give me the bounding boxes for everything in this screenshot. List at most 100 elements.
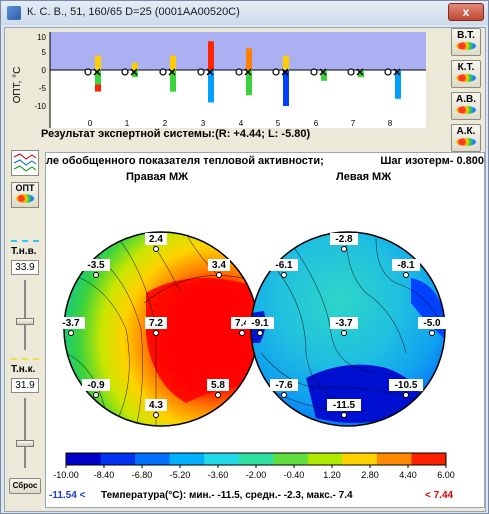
- kt-label: К.Т.: [457, 62, 475, 73]
- scale-swatch: [307, 453, 343, 465]
- vt-button[interactable]: В.Т.: [451, 28, 481, 56]
- right-point-marker: [215, 392, 221, 398]
- x-tick-label: 6: [314, 119, 319, 128]
- map-header: ле обобщенного показателя тепловой актив…: [46, 155, 484, 167]
- right-point-label-bg: [145, 233, 167, 245]
- right-point-label: -0.9: [87, 380, 105, 391]
- scale-swatch: [273, 453, 309, 465]
- right-point-label: 7.4: [235, 318, 249, 329]
- left-point-label: -10.5: [395, 380, 418, 391]
- marker-cross: [319, 68, 327, 76]
- scale-tick-label: -10.00: [53, 470, 79, 480]
- client-area: 10 5 0 -5 -10 0 1 2 3 4 5 6 7 8 ОПТ, °С В.Т. К.Т. А.…: [4, 27, 486, 512]
- thermal-map-panel: ле обобщенного показателя тепловой актив…: [45, 152, 485, 508]
- vt-label: В.Т.: [457, 30, 475, 41]
- scale-swatch: [238, 453, 274, 465]
- scale-tick-label: -5.20: [170, 470, 191, 480]
- scale-swatch: [66, 453, 102, 465]
- marker-circle: [159, 68, 167, 76]
- scale-swatch: [100, 453, 136, 465]
- bar: [95, 55, 101, 70]
- y-tick-labels: 10 5 0 -5 -10: [34, 33, 46, 111]
- isotherm-step: Шаг изотерм- 0.800: [380, 155, 484, 167]
- opt-label: ОПТ: [15, 183, 35, 193]
- x-tick-label: 7: [351, 119, 356, 128]
- x-tick-label: 3: [201, 119, 206, 128]
- thermal-maps: 2.4-3.5 3.4-3.7 7.2 7.4-0.9 5.84.3 -2.8-6.1-…: [53, 231, 455, 480]
- tnv-slider-thumb[interactable]: [16, 318, 34, 325]
- tnk-color-marker: [11, 358, 39, 360]
- left-point-label-bg: [330, 233, 358, 245]
- max-threshold: < 7.44: [425, 490, 454, 501]
- bar: [246, 48, 252, 70]
- scale-swatch: [376, 453, 412, 465]
- scale-swatch: [411, 453, 447, 465]
- left-panel: ОПТ Т.н.в. 33.9 Т.н.к. 31.9 Сброс: [7, 150, 43, 510]
- right-point-marker: [216, 272, 222, 278]
- opt-bar-chart: 10 5 0 -5 -10 0 1 2 3 4 5 6 7 8 ОПТ, °С: [12, 32, 426, 128]
- bar: [283, 55, 289, 70]
- y-tick-label: 5: [42, 48, 47, 57]
- right-point-marker: [93, 392, 99, 398]
- bar: [395, 70, 401, 99]
- tnv-value: 33.9: [11, 260, 39, 275]
- y-tick-label: -5: [39, 84, 47, 93]
- thermal-map-icon: [456, 42, 476, 50]
- right-point-label: -3.5: [87, 260, 105, 271]
- bar: [246, 70, 252, 96]
- x-tick-label: 8: [388, 119, 393, 128]
- chart-plot-area: [50, 70, 426, 128]
- ak-label: А.К.: [456, 126, 476, 137]
- y-tick-label: -10: [34, 102, 46, 111]
- tnk-slider-thumb[interactable]: [16, 440, 34, 447]
- left-point-marker: [281, 272, 287, 278]
- marker-circle: [84, 68, 92, 76]
- graph-view-icon[interactable]: [11, 150, 39, 176]
- right-point-label: 2.4: [149, 234, 163, 245]
- thermal-map-icon: [16, 194, 34, 203]
- left-point-marker: [281, 392, 287, 398]
- scale-tick-label: -6.80: [132, 470, 153, 480]
- min-threshold: -11.54 <: [49, 490, 86, 501]
- right-point-marker: [68, 330, 74, 336]
- left-point-marker: [403, 392, 409, 398]
- right-point-label: 4.3: [149, 400, 163, 411]
- right-point-label-bg: [208, 259, 230, 271]
- av-button[interactable]: А.В.: [451, 92, 481, 120]
- right-point-marker: [153, 412, 159, 418]
- left-point-marker: [341, 330, 347, 336]
- left-point-marker: [341, 246, 347, 252]
- color-scale: -10.00 -8.40 -6.80 -5.20 -3.60 -2.00 -0.40 1.20…: [53, 452, 455, 480]
- thermal-map-icon: [456, 138, 476, 146]
- marker-circle: [347, 68, 355, 76]
- left-breast-label: Левая МЖ: [336, 171, 392, 183]
- scale-tick-label: 2.80: [361, 470, 379, 480]
- app-icon: [7, 6, 21, 20]
- left-point-label-bg: [418, 317, 446, 329]
- left-point-label: -3.7: [335, 318, 353, 329]
- marker-circle: [384, 68, 392, 76]
- marker-cross: [206, 68, 214, 76]
- kt-button[interactable]: К.Т.: [451, 60, 481, 88]
- opt-button[interactable]: ОПТ: [11, 182, 39, 208]
- left-point-label: -7.6: [275, 380, 293, 391]
- left-point-label: -9.1: [251, 318, 269, 329]
- close-button[interactable]: x: [448, 3, 484, 21]
- right-point-label-bg: [207, 379, 229, 391]
- tnk-slider-track: [24, 398, 26, 468]
- marker-circle: [197, 68, 205, 76]
- bar-series: [84, 41, 401, 106]
- scale-tick-label: -3.60: [208, 470, 229, 480]
- ak-button[interactable]: А.К.: [451, 124, 481, 152]
- chart-band-top: [50, 32, 426, 70]
- marker-circle: [310, 68, 318, 76]
- bar: [321, 70, 327, 81]
- tnk-value: 31.9: [11, 378, 39, 393]
- scale-tick-label: -2.00: [246, 470, 267, 480]
- left-point-label-bg: [389, 379, 423, 391]
- scale-tick-label: 6.00: [437, 470, 455, 480]
- marker-cross: [244, 68, 252, 76]
- bar: [283, 70, 289, 106]
- reset-button[interactable]: Сброс: [9, 478, 41, 494]
